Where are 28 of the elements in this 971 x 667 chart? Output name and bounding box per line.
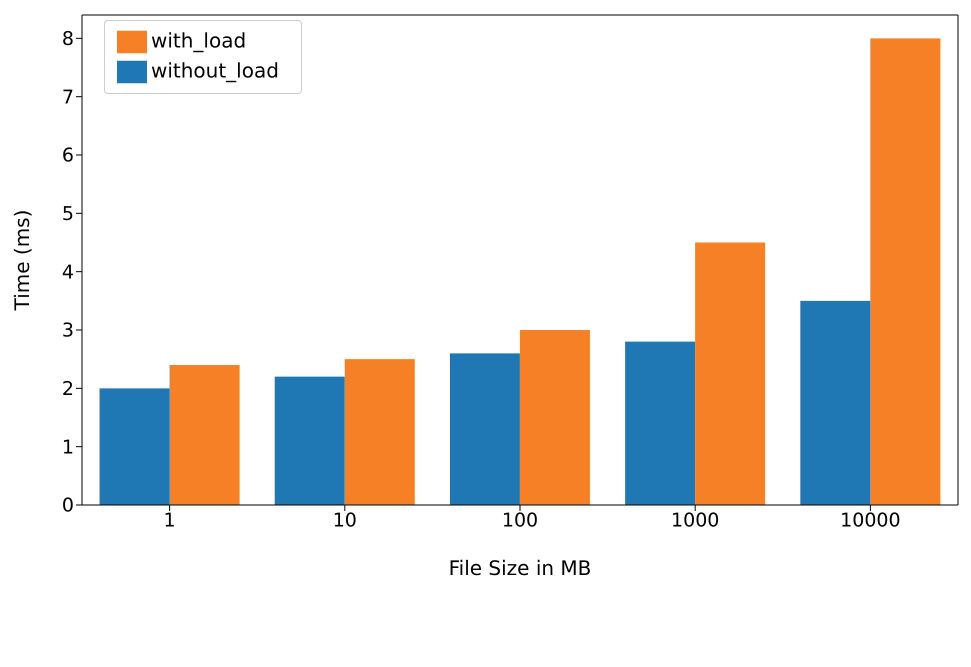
y-tick-label: 6 (62, 144, 74, 167)
bar (625, 342, 696, 505)
bar (170, 365, 240, 505)
x-axis-title: File Size in MB (448, 556, 592, 580)
x-tick-label: 1 (164, 509, 176, 532)
bar (344, 359, 415, 505)
y-tick-label: 8 (62, 28, 74, 50)
y-tick-label: 7 (62, 86, 74, 108)
y-tick-label: 3 (62, 320, 74, 342)
y-tick-label: 4 (62, 261, 74, 284)
bar (100, 388, 170, 505)
bar (274, 376, 345, 505)
bar (520, 330, 590, 505)
legend-label: without_load (151, 58, 279, 82)
bar (870, 38, 940, 505)
y-tick-label: 5 (62, 203, 74, 226)
legend-label: with_load (151, 28, 246, 52)
x-tick-label: 100 (502, 509, 538, 532)
bar (800, 300, 870, 505)
y-axis-title: Time (ms) (10, 210, 34, 312)
bar (450, 353, 520, 505)
y-tick-label: 0 (62, 494, 74, 517)
bar (695, 242, 766, 505)
x-tick-label: 10000 (840, 509, 901, 532)
x-tick-label: 1000 (671, 509, 720, 532)
y-tick-label: 1 (62, 436, 74, 458)
y-tick-label: 2 (62, 378, 74, 400)
x-tick-label: 10 (332, 509, 357, 532)
